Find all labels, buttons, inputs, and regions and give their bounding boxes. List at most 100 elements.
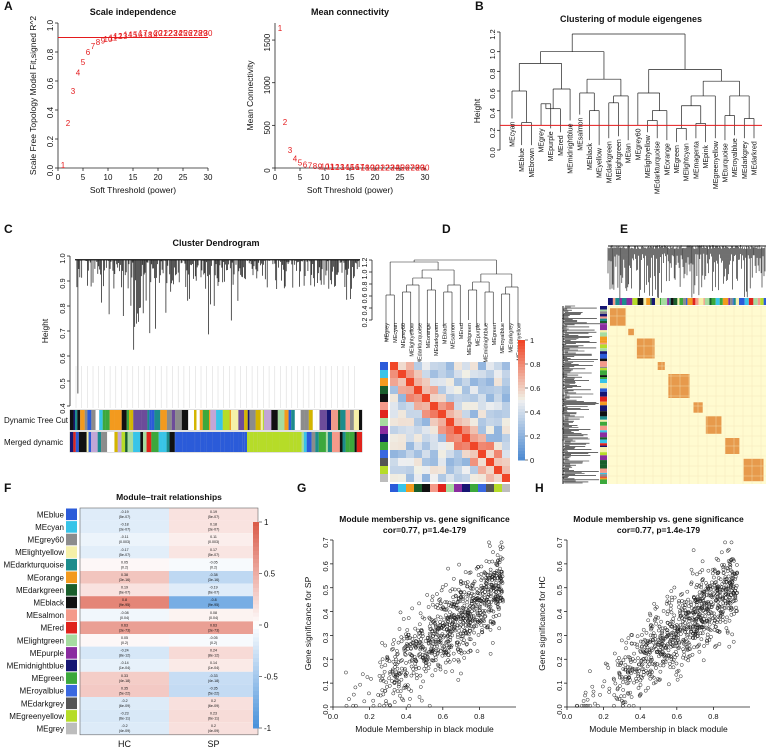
color-strip: [319, 410, 327, 430]
heatmap-cell: [462, 362, 470, 370]
heatmap-cell: [454, 434, 462, 442]
color-strip: [133, 410, 142, 430]
cell-pvalue: (3e-73): [119, 628, 131, 632]
power-point: 13: [119, 32, 128, 41]
heatmap-cell: [494, 458, 502, 466]
y-axis-label: Scale Free Topology Model Fit,signed R^2: [28, 16, 38, 176]
heatmap-cell: [430, 466, 438, 474]
color-strip: [345, 410, 351, 430]
heatmap-cell: [422, 434, 430, 442]
heatmap-cell: [502, 410, 510, 418]
heatmap-cell: [446, 474, 454, 482]
heatmap-cell: [430, 418, 438, 426]
color-strip: [210, 410, 217, 430]
color-strip: [91, 432, 98, 452]
module-color-swatch: [66, 647, 77, 659]
legend-swatch: [518, 427, 525, 431]
heatmap-cell: [390, 418, 398, 426]
heatmap-cell: [486, 450, 494, 458]
trait-cell: [80, 659, 169, 672]
module-block: [609, 308, 626, 326]
color-strip: [304, 410, 309, 430]
heatmap-cell: [438, 410, 446, 418]
power-point: 20: [154, 29, 163, 38]
heatmap-cell: [486, 474, 494, 482]
panel-label-g: G: [297, 481, 306, 495]
leaf-label: MEmidnightblue: [568, 123, 575, 173]
row-color-swatch: [380, 370, 388, 378]
color-strip: [272, 432, 280, 452]
power-point: 3: [288, 146, 293, 155]
heatmap-cell: [430, 450, 438, 458]
y-tick-label: 0.2: [46, 135, 55, 147]
heatmap-cell: [470, 362, 478, 370]
legend-swatch: [253, 571, 259, 577]
color-strip: [166, 410, 172, 430]
module-color-swatch: [66, 584, 77, 596]
y-tick-label: 0.2: [321, 657, 330, 667]
x-tick-label: 25: [396, 173, 405, 182]
module-color-swatch: [66, 634, 77, 647]
x-tick-label: 0.6: [672, 712, 682, 721]
heatmap-cell: [438, 458, 446, 466]
leaf-label: MEblack: [442, 323, 448, 344]
cell-pvalue: (6e-11): [119, 717, 130, 721]
color-strip: [107, 432, 115, 452]
row-label: MEgreenyellow: [9, 712, 64, 721]
heatmap-cell: [390, 426, 398, 434]
heatmap-cell: [494, 434, 502, 442]
row-color-swatch: [380, 434, 388, 442]
leaf-label: MEgrey60: [401, 323, 407, 348]
color-strip: [208, 410, 211, 430]
color-strip: [651, 298, 656, 305]
color-strip: [600, 336, 607, 341]
cell-correlation: 0.14: [210, 661, 217, 665]
panel-label-h: H: [535, 481, 544, 495]
color-strip: [127, 432, 134, 452]
trait-cell: [169, 722, 258, 735]
legend-swatch: [253, 583, 259, 589]
heatmap-cell: [486, 442, 494, 450]
row-color-swatch: [380, 378, 388, 386]
leaf-label: MEred: [459, 323, 465, 339]
legend-swatch: [253, 522, 259, 527]
heatmap-cell: [478, 474, 486, 482]
color-strip: [600, 388, 607, 392]
row-color-swatch: [380, 474, 388, 482]
heatmap-cell: [446, 450, 454, 458]
color-strip: [97, 432, 102, 452]
panel-label-d: D: [442, 222, 451, 236]
heatmap-cell: [430, 434, 438, 442]
col-color-swatch: [414, 484, 422, 492]
color-strip: [80, 410, 85, 430]
y-tick-label: 0.4: [555, 609, 564, 619]
leaf-label: MEdarkred: [752, 141, 759, 175]
power-point: 5: [81, 58, 86, 67]
color-strip: [86, 432, 89, 452]
trait-cell: [80, 621, 169, 634]
col-color-swatch: [406, 484, 414, 492]
x-axis-label: Module Membership in black module: [355, 724, 494, 734]
cell-correlation: -0.08: [120, 611, 128, 615]
heatmap-cell: [462, 450, 470, 458]
cell-correlation: 0.19: [210, 510, 217, 514]
legend-swatch: [253, 604, 259, 610]
color-strip: [669, 298, 671, 305]
color-strip: [109, 410, 115, 430]
power-point: 13: [336, 163, 345, 172]
heatmap-cell: [454, 394, 462, 402]
color-strip: [182, 432, 187, 452]
heatmap-cell: [494, 386, 502, 394]
trait-cell: [80, 545, 169, 559]
power-point: 12: [331, 163, 340, 172]
y-tick-label: 0.8: [58, 303, 67, 313]
color-strip: [114, 410, 122, 430]
heatmap-cell: [430, 394, 438, 402]
leaf-label: MElightcyan: [684, 143, 691, 181]
heatmap-cell: [422, 474, 430, 482]
heatmap-cell: [430, 410, 438, 418]
color-strip: [316, 410, 320, 430]
cell-pvalue: (5e-07): [119, 515, 131, 519]
cell-correlation: -0.05: [209, 636, 217, 640]
